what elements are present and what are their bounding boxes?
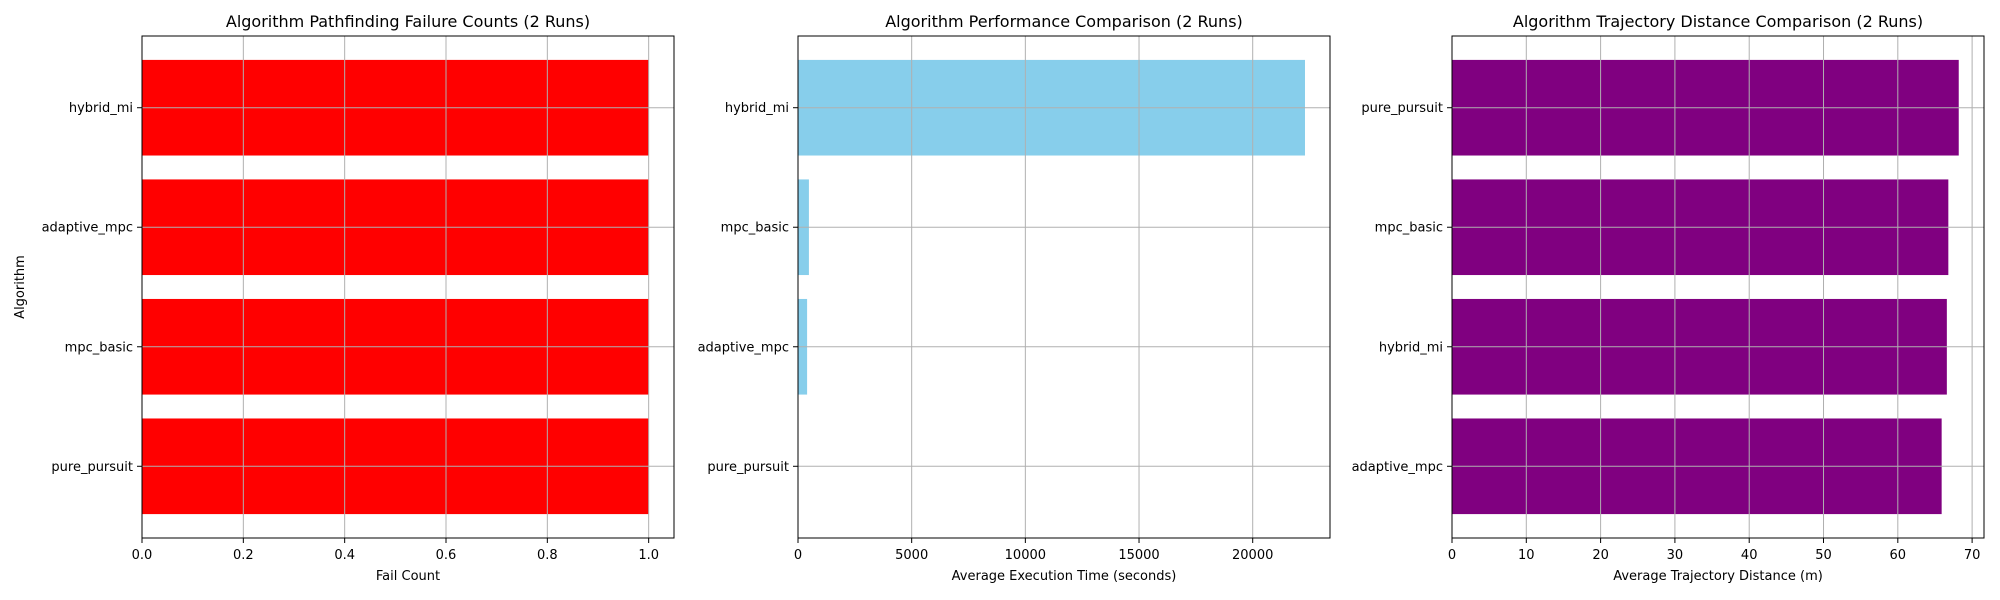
y-tick-label: pure_pursuit [1361, 101, 1443, 116]
x-tick-label: 5000 [895, 548, 928, 563]
y-tick-label: adaptive_mpc [1352, 460, 1443, 475]
x-tick-label: 70 [1964, 548, 1981, 563]
x-tick-label: 50 [1815, 548, 1832, 563]
y-tick-label: hybrid_mi [69, 101, 133, 116]
x-axis-label: Average Execution Time (seconds) [952, 569, 1177, 584]
panel-trajectory-distance: Algorithm Trajectory Distance Comparison… [1352, 12, 1985, 584]
panel-title: Algorithm Trajectory Distance Comparison… [1513, 12, 1923, 31]
x-axis-label: Average Trajectory Distance (m) [1613, 569, 1823, 584]
x-tick-label: 0 [1448, 548, 1456, 563]
panel-title: Algorithm Performance Comparison (2 Runs… [885, 12, 1243, 31]
y-tick-label: pure_pursuit [51, 460, 133, 475]
x-ticks: 0 10 20 30 40 50 60 70 [1448, 538, 1981, 563]
panel-execution-time: Algorithm Performance Comparison (2 Runs… [698, 12, 1331, 584]
y-tick-label: adaptive_mpc [698, 340, 789, 355]
x-tick-label: 15000 [1118, 548, 1159, 563]
x-tick-label: 10000 [1005, 548, 1046, 563]
y-ticks: adaptive_mpc hybrid_mi mpc_basic pure_pursu… [1352, 101, 1452, 475]
x-axis-label: Fail Count [376, 569, 440, 584]
y-tick-label: pure_pursuit [707, 460, 789, 475]
x-tick-label: 40 [1741, 548, 1758, 563]
y-tick-label: adaptive_mpc [42, 221, 133, 236]
x-tick-label: 20000 [1232, 548, 1273, 563]
x-tick-label: 30 [1667, 548, 1684, 563]
x-tick-label: 60 [1890, 548, 1907, 563]
axes-frame [141, 35, 675, 539]
panel-failure-counts: Algorithm Pathfinding Failure Counts (2 … [13, 12, 675, 584]
x-tick-label: 20 [1592, 548, 1609, 563]
y-tick-label: mpc_basic [721, 221, 789, 236]
y-axis-label: Algorithm [13, 255, 28, 319]
y-tick-label: hybrid_mi [725, 101, 789, 116]
x-tick-label: 0 [794, 548, 802, 563]
y-ticks: pure_pursuit mpc_basic adaptive_mpc hybrid_… [42, 101, 142, 475]
y-tick-label: mpc_basic [65, 340, 133, 355]
axes-frame [797, 35, 1331, 539]
x-ticks: 0.0 0.2 0.4 0.6 0.8 1.0 [132, 538, 659, 563]
x-tick-label: 10 [1518, 548, 1535, 563]
x-tick-label: 1.0 [638, 548, 659, 563]
axes-frame [1451, 35, 1985, 539]
x-tick-label: 0.4 [334, 548, 355, 563]
x-tick-label: 0.6 [436, 548, 457, 563]
x-tick-label: 0.8 [537, 548, 558, 563]
x-tick-label: 0.0 [132, 548, 153, 563]
x-tick-label: 0.2 [233, 548, 254, 563]
y-ticks: pure_pursuit adaptive_mpc mpc_basic hybrid_… [698, 101, 798, 475]
y-tick-label: hybrid_mi [1379, 340, 1443, 355]
x-ticks: 0 5000 10000 15000 20000 [794, 538, 1273, 563]
panel-title: Algorithm Pathfinding Failure Counts (2 … [226, 12, 590, 31]
y-tick-label: mpc_basic [1375, 221, 1443, 236]
